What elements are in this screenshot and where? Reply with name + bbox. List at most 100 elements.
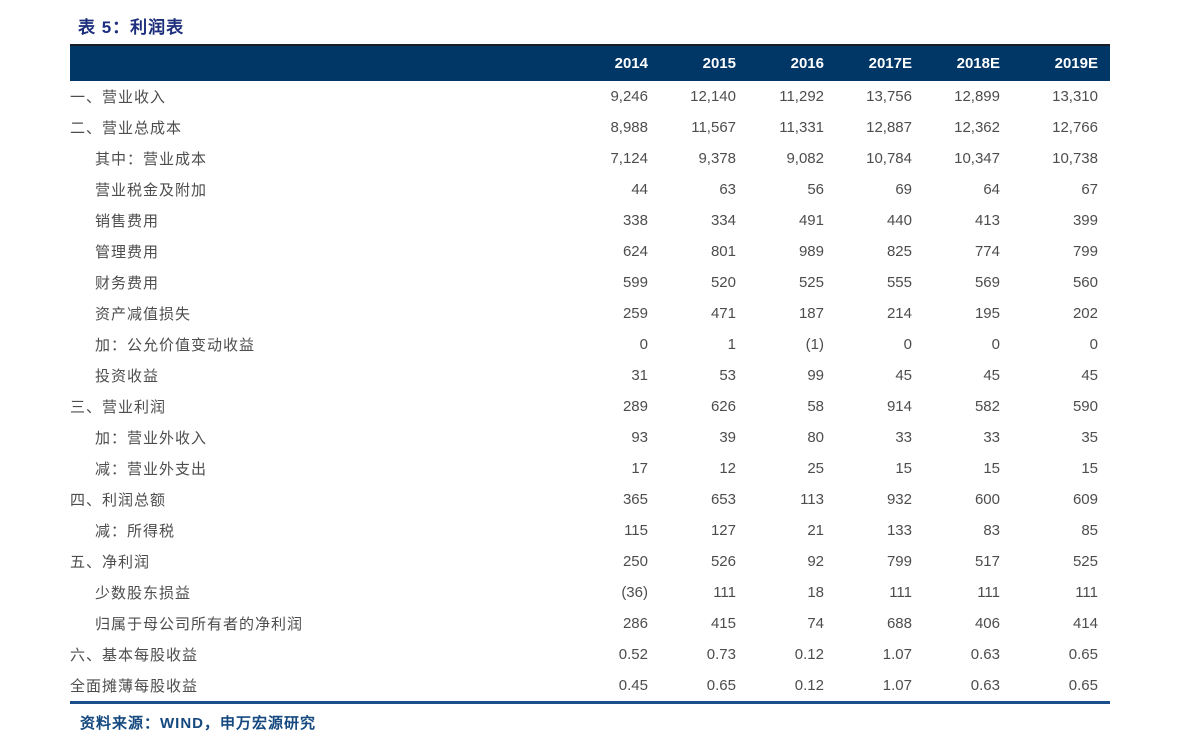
cell-value: 932	[886, 491, 912, 508]
row-label: 减：营业外支出	[95, 461, 208, 478]
cell-value: 53	[719, 367, 736, 384]
cell-value: 111	[977, 584, 1000, 601]
title-divider	[70, 44, 1110, 46]
cell-value: 64	[983, 181, 1000, 198]
cell-value: 35	[1081, 429, 1098, 446]
income-statement-table: 表 5：利润表 2014 2015 2016 2017E 2018E 2019E 一、营业…	[70, 0, 1110, 733]
cell-value: 15	[895, 460, 912, 477]
cell-value: 21	[807, 522, 824, 539]
cell-value: 414	[1072, 615, 1098, 632]
cell-value: 0.45	[618, 677, 648, 694]
cell-value: 9,246	[610, 88, 648, 105]
cell-value: 17	[631, 460, 648, 477]
footer-divider	[70, 701, 1110, 704]
table-row: 六、基本每股收益 0.52 0.73 0.12 1.07 0.63 0.65	[70, 639, 1110, 670]
cell-value: 10,784	[866, 150, 912, 167]
table-row: 全面摊薄每股收益 0.45 0.65 0.12 1.07 0.63 0.65	[70, 670, 1110, 701]
row-label: 销售费用	[95, 213, 160, 230]
cell-value: 67	[1081, 181, 1098, 198]
source-row: 资料来源：WIND，申万宏源研究	[70, 704, 1110, 733]
cell-value: 0.12	[794, 677, 824, 694]
cell-value: 45	[1081, 367, 1098, 384]
cell-value: 609	[1072, 491, 1098, 508]
row-label: 三、营业利润	[70, 399, 167, 416]
cell-value: 11,567	[691, 119, 736, 136]
table-row: 四、利润总额 365 653 113 932 600 609	[70, 484, 1110, 515]
cell-value: 399	[1072, 212, 1098, 229]
table-row: 销售费用 338 334 491 440 413 399	[70, 205, 1110, 236]
table-caption: 表 5：利润表	[78, 18, 185, 37]
cell-value: 80	[807, 429, 824, 446]
label-column-header	[70, 46, 560, 81]
cell-value: 914	[886, 398, 912, 415]
cell-value: 413	[974, 212, 1000, 229]
cell-value: 25	[807, 460, 824, 477]
source-note: 资料来源：WIND，申万宏源研究	[80, 715, 316, 732]
cell-value: (36)	[621, 584, 648, 601]
cell-value: 214	[886, 305, 912, 322]
cell-value: 58	[807, 398, 824, 415]
row-label: 减：所得税	[95, 523, 176, 540]
column-header-2016: 2016	[736, 46, 824, 81]
row-label: 全面摊薄每股收益	[70, 678, 199, 695]
cell-value: 799	[1072, 243, 1098, 260]
cell-value: 45	[983, 367, 1000, 384]
table-row: 少数股东损益 (36) 111 18 111 111 111	[70, 577, 1110, 608]
cell-value: 39	[719, 429, 736, 446]
cell-value: 127	[710, 522, 736, 539]
cell-value: 113	[800, 491, 824, 508]
cell-value: 259	[622, 305, 648, 322]
cell-value: 569	[974, 274, 1000, 291]
cell-value: 286	[622, 615, 648, 632]
cell-value: 11,292	[779, 88, 824, 105]
table-row: 三、营业利润 289 626 58 914 582 590	[70, 391, 1110, 422]
cell-value: 8,988	[610, 119, 648, 136]
cell-value: 0.65	[1068, 646, 1098, 663]
cell-value: 11,331	[779, 119, 824, 136]
cell-value: 33	[983, 429, 1000, 446]
cell-value: 111	[1075, 584, 1098, 601]
cell-value: 12	[719, 460, 736, 477]
column-header-2015: 2015	[648, 46, 736, 81]
table-row: 五、净利润 250 526 92 799 517 525	[70, 546, 1110, 577]
cell-value: 0	[639, 336, 648, 353]
cell-value: 471	[710, 305, 736, 322]
cell-value: 801	[710, 243, 736, 260]
cell-value: 12,899	[954, 88, 1000, 105]
table-row: 加：营业外收入 93 39 80 33 33 35	[70, 422, 1110, 453]
cell-value: 989	[798, 243, 824, 260]
row-label: 四、利润总额	[70, 492, 167, 509]
table-row: 归属于母公司所有者的净利润 286 415 74 688 406 414	[70, 608, 1110, 639]
row-label: 一、营业收入	[70, 89, 167, 106]
cell-value: 99	[807, 367, 824, 384]
cell-value: 0.63	[970, 677, 1000, 694]
cell-value: 15	[983, 460, 1000, 477]
cell-value: 0.65	[706, 677, 736, 694]
cell-value: 93	[631, 429, 648, 446]
cell-value: 406	[974, 615, 1000, 632]
cell-value: (1)	[805, 336, 824, 353]
column-header-2018E: 2018E	[912, 46, 1000, 81]
table-row: 加：公允价值变动收益 0 1 (1) 0 0 0	[70, 329, 1110, 360]
table-row: 一、营业收入 9,246 12,140 11,292 13,756 12,899 13,31…	[70, 81, 1110, 112]
year-header-row: 2014 2015 2016 2017E 2018E 2019E	[70, 46, 1110, 81]
cell-value: 1.07	[882, 677, 912, 694]
row-label: 营业税金及附加	[95, 182, 208, 199]
cell-value: 1.07	[882, 646, 912, 663]
cell-value: 653	[710, 491, 736, 508]
cell-value: 799	[886, 553, 912, 570]
cell-value: 133	[886, 522, 912, 539]
row-label: 加：营业外收入	[95, 430, 208, 447]
cell-value: 10,738	[1052, 150, 1098, 167]
cell-value: 83	[983, 522, 1000, 539]
table-row: 减：所得税 115 127 21 133 83 85	[70, 515, 1110, 546]
cell-value: 590	[1072, 398, 1098, 415]
cell-value: 338	[622, 212, 648, 229]
cell-value: 250	[622, 553, 648, 570]
row-label: 资产减值损失	[95, 306, 192, 323]
cell-value: 415	[710, 615, 736, 632]
cell-value: 63	[719, 181, 736, 198]
cell-value: 0.65	[1068, 677, 1098, 694]
cell-value: 582	[974, 398, 1000, 415]
table-row: 营业税金及附加 44 63 56 69 64 67	[70, 174, 1110, 205]
